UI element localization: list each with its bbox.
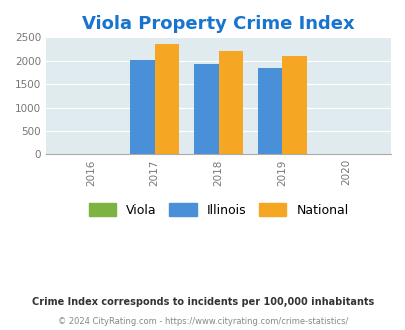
Bar xyxy=(258,68,282,154)
Bar xyxy=(130,60,154,154)
Bar xyxy=(154,44,179,154)
Bar xyxy=(282,56,306,154)
Legend: Viola, Illinois, National: Viola, Illinois, National xyxy=(83,198,353,222)
Text: © 2024 CityRating.com - https://www.cityrating.com/crime-statistics/: © 2024 CityRating.com - https://www.city… xyxy=(58,317,347,326)
Title: Viola Property Crime Index: Viola Property Crime Index xyxy=(82,15,354,33)
Bar xyxy=(194,64,218,154)
Text: Crime Index corresponds to incidents per 100,000 inhabitants: Crime Index corresponds to incidents per… xyxy=(32,297,373,307)
Bar xyxy=(218,51,242,154)
